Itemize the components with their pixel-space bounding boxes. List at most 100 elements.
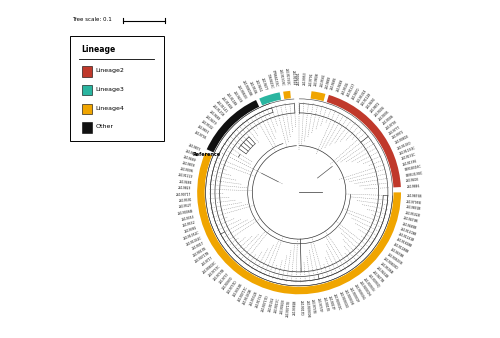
Text: 2619006: 2619006 bbox=[382, 115, 394, 126]
Text: 26191052C: 26191052C bbox=[182, 231, 200, 241]
Text: 2619486: 2619486 bbox=[330, 77, 338, 91]
Text: 2619846: 2619846 bbox=[406, 184, 420, 189]
Text: 26191108: 26191108 bbox=[211, 104, 224, 118]
Wedge shape bbox=[206, 100, 259, 152]
Text: 2619795: 2619795 bbox=[193, 130, 207, 140]
Text: 26191141: 26191141 bbox=[216, 100, 228, 114]
Text: 2619095: 2619095 bbox=[378, 110, 390, 122]
Text: 26190930C: 26190930C bbox=[332, 293, 342, 311]
Text: 2619483: 2619483 bbox=[208, 110, 220, 122]
Text: 2619953: 2619953 bbox=[302, 71, 308, 85]
Text: 26191754: 26191754 bbox=[255, 293, 264, 309]
Bar bbox=[82, 122, 92, 133]
Text: 26190603B: 26190603B bbox=[386, 252, 403, 266]
Text: 26191190C: 26191190C bbox=[399, 146, 416, 156]
Text: 2619017: 2619017 bbox=[192, 241, 205, 251]
Text: 26190930J: 26190930J bbox=[366, 273, 380, 289]
Text: 2619477: 2619477 bbox=[260, 77, 268, 91]
Text: 2619496: 2619496 bbox=[184, 149, 198, 158]
Text: 26191128: 26191128 bbox=[360, 92, 373, 106]
Text: Lineage: Lineage bbox=[82, 45, 116, 54]
Text: 2619432: 2619432 bbox=[254, 79, 262, 93]
Text: 2619489: 2619489 bbox=[183, 155, 197, 163]
Text: 2619353B: 2619353B bbox=[232, 283, 244, 298]
Text: 26191750C: 26191750C bbox=[284, 68, 290, 86]
Text: 26190930E: 26190930E bbox=[342, 289, 353, 307]
Text: Lineage2: Lineage2 bbox=[96, 68, 124, 73]
Text: 26191814: 26191814 bbox=[290, 70, 296, 85]
Text: 26190930G: 26190930G bbox=[353, 284, 366, 301]
Text: 26191336: 26191336 bbox=[402, 159, 418, 167]
Text: 2619483B: 2619483B bbox=[402, 222, 417, 230]
Bar bbox=[82, 66, 92, 77]
Text: 26190603: 26190603 bbox=[236, 85, 247, 100]
Text: CB918316C: CB918316C bbox=[404, 164, 422, 172]
Text: 26190803: 26190803 bbox=[394, 135, 409, 145]
Text: 26190803C: 26190803C bbox=[202, 260, 218, 274]
Text: 2619017B: 2619017B bbox=[192, 246, 208, 258]
Text: 2619502B: 2619502B bbox=[404, 211, 420, 218]
Text: 26191188: 26191188 bbox=[226, 92, 237, 106]
Text: 2619131C: 2619131C bbox=[400, 152, 416, 161]
Text: 2619591: 2619591 bbox=[178, 198, 192, 203]
Text: 26190930D: 26190930D bbox=[338, 291, 348, 309]
Text: 26190930B: 26190930B bbox=[304, 299, 310, 317]
Text: 2619479: 2619479 bbox=[204, 115, 217, 126]
Text: 26190803D: 26190803D bbox=[382, 257, 399, 271]
Text: 26190717E: 26190717E bbox=[286, 299, 292, 317]
Text: Lineage4: Lineage4 bbox=[96, 106, 124, 111]
Text: 2619870: 2619870 bbox=[351, 87, 362, 100]
Bar bbox=[82, 103, 92, 114]
Text: 26191141B: 26191141B bbox=[398, 233, 414, 243]
Text: 26191113: 26191113 bbox=[177, 173, 193, 179]
Text: 2619502: 2619502 bbox=[200, 120, 213, 131]
FancyBboxPatch shape bbox=[70, 36, 164, 141]
Text: 2619791: 2619791 bbox=[308, 72, 314, 86]
Text: 26190930I: 26190930I bbox=[362, 277, 376, 293]
Text: 2619001: 2619001 bbox=[297, 71, 301, 85]
Text: 2619096: 2619096 bbox=[180, 167, 194, 174]
Text: 2619478: 2619478 bbox=[232, 90, 242, 103]
Text: 2619717: 2619717 bbox=[202, 256, 214, 267]
Text: 2619823: 2619823 bbox=[178, 186, 192, 191]
Text: Lineage3: Lineage3 bbox=[96, 87, 124, 92]
Text: 26190717D: 26190717D bbox=[260, 295, 270, 313]
Text: Reference: Reference bbox=[192, 152, 220, 157]
Text: 2619793: 2619793 bbox=[385, 120, 398, 131]
Wedge shape bbox=[283, 91, 291, 99]
Text: 2619506: 2619506 bbox=[248, 81, 257, 95]
Text: 2619017F: 2619017F bbox=[327, 295, 335, 311]
Text: 2619432B: 2619432B bbox=[375, 266, 389, 279]
Text: 2619506B: 2619506B bbox=[379, 261, 394, 275]
Wedge shape bbox=[326, 95, 401, 188]
Text: 2619403: 2619403 bbox=[406, 178, 419, 183]
Text: 26191030B: 26191030B bbox=[242, 288, 254, 306]
Text: 2619479B: 2619479B bbox=[403, 216, 419, 224]
Text: 2619875B: 2619875B bbox=[406, 194, 422, 199]
Text: 2619831: 2619831 bbox=[196, 125, 210, 136]
Text: 2619831B: 2619831B bbox=[406, 206, 421, 212]
Text: Other: Other bbox=[96, 124, 114, 129]
Text: 2619875: 2619875 bbox=[187, 143, 201, 152]
Text: 2619492: 2619492 bbox=[365, 97, 377, 110]
Text: 2619488: 2619488 bbox=[336, 79, 344, 93]
Text: 1369415C: 1369415C bbox=[266, 73, 273, 89]
Wedge shape bbox=[310, 91, 326, 101]
Text: 26191303C: 26191303C bbox=[278, 69, 284, 87]
Text: 2619382: 2619382 bbox=[184, 225, 198, 234]
Text: 2619795B: 2619795B bbox=[406, 200, 422, 205]
Text: 2619878: 2619878 bbox=[182, 161, 195, 168]
Text: 26191828: 26191828 bbox=[220, 96, 233, 110]
Text: 26191032: 26191032 bbox=[268, 296, 275, 312]
Bar bbox=[82, 85, 92, 95]
Text: 2619737: 2619737 bbox=[218, 272, 230, 285]
Text: 26191108B: 26191108B bbox=[400, 227, 417, 237]
Text: Tree scale: 0.1: Tree scale: 0.1 bbox=[72, 17, 112, 22]
Text: 07866135C: 07866135C bbox=[271, 70, 278, 88]
Text: 26191030: 26191030 bbox=[396, 141, 412, 150]
Text: 2619382B: 2619382B bbox=[293, 300, 298, 315]
Text: 2619484: 2619484 bbox=[178, 180, 192, 185]
Text: 2619777: 2619777 bbox=[388, 125, 402, 136]
Text: 2619552B: 2619552B bbox=[249, 291, 259, 307]
Text: 26191828B: 26191828B bbox=[395, 238, 412, 249]
